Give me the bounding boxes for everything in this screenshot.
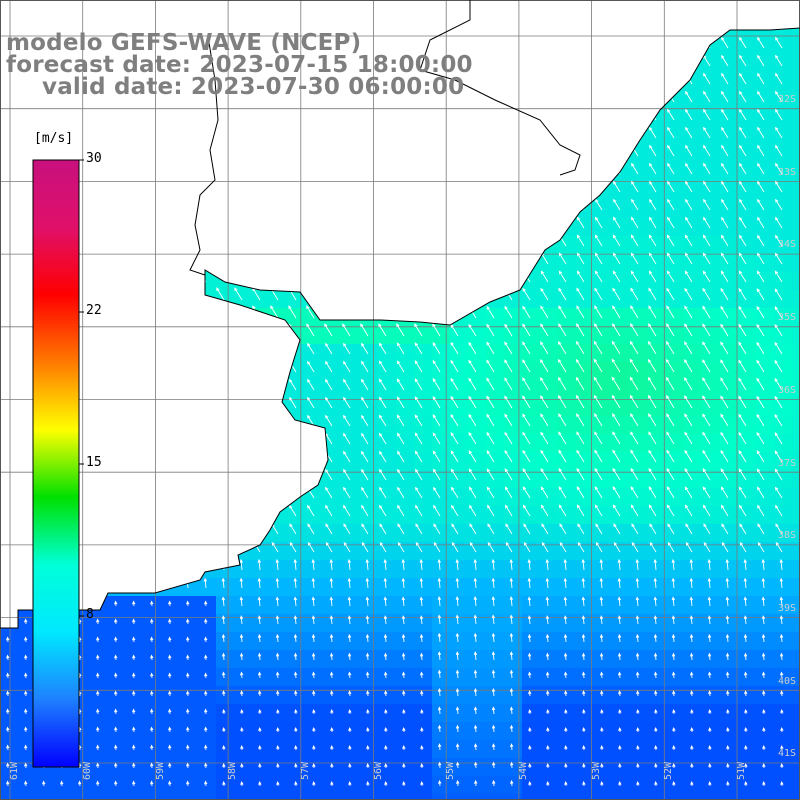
colorbar-bar bbox=[32, 159, 80, 768]
coastline-path bbox=[0, 27, 800, 629]
model-title: modelo GEFS-WAVE (NCEP) bbox=[6, 30, 362, 56]
colorbar bbox=[32, 159, 84, 768]
lon-label: 61W bbox=[9, 761, 20, 780]
lat-label: 37S bbox=[777, 458, 796, 469]
lon-label: 57W bbox=[300, 761, 311, 780]
forecast-date: forecast date: 2023-07-15 18:00:00 bbox=[6, 52, 473, 78]
colorbar-unit: [m/s] bbox=[34, 131, 74, 146]
lon-label: 58W bbox=[227, 761, 238, 780]
colorbar-tick-8: 8 bbox=[86, 607, 94, 622]
lat-label: 35S bbox=[777, 312, 796, 323]
speed-cells bbox=[0, 28, 800, 800]
lat-label: 38S bbox=[777, 530, 796, 541]
lon-label: 56W bbox=[373, 761, 384, 780]
lat-label: 34S bbox=[777, 239, 796, 250]
lat-label: 32S bbox=[777, 94, 796, 105]
lon-label: 54W bbox=[518, 761, 529, 780]
border-path bbox=[419, 0, 581, 176]
lon-label: 53W bbox=[591, 761, 602, 780]
lon-label: 52W bbox=[663, 761, 674, 780]
lat-label: 36S bbox=[777, 385, 796, 396]
coastline bbox=[0, 0, 800, 629]
lon-label: 55W bbox=[445, 761, 456, 780]
lon-label: 59W bbox=[155, 761, 166, 780]
river-border-path bbox=[189, 35, 219, 276]
lat-label: 40S bbox=[777, 676, 796, 687]
lat-label: 41S bbox=[777, 748, 796, 759]
colorbar-tick-15: 15 bbox=[86, 455, 102, 470]
lon-label: 60W bbox=[82, 761, 93, 780]
colorbar-tick-30: 30 bbox=[86, 151, 102, 166]
valid-date: valid date: 2023-07-30 06:00:00 bbox=[42, 74, 465, 100]
lon-label: 51W bbox=[736, 761, 747, 780]
wind-speed-field bbox=[0, 28, 800, 800]
lat-label: 39S bbox=[777, 603, 796, 614]
colorbar-tick-22: 22 bbox=[86, 303, 102, 318]
lat-label: 33S bbox=[777, 167, 796, 178]
